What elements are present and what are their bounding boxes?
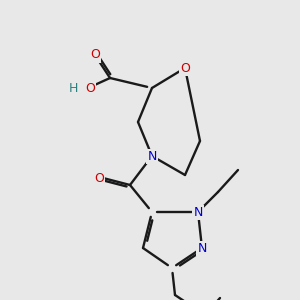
Text: N: N xyxy=(197,242,207,254)
Text: O: O xyxy=(85,82,95,94)
Text: O: O xyxy=(180,61,190,74)
Text: O: O xyxy=(90,49,100,62)
Text: O: O xyxy=(94,172,104,184)
Text: H: H xyxy=(68,82,78,94)
Text: N: N xyxy=(147,149,157,163)
Text: N: N xyxy=(193,206,203,218)
